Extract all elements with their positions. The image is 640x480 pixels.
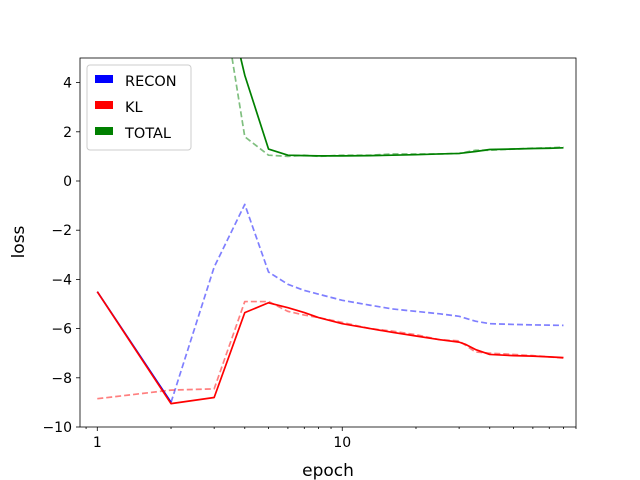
series-line-1	[170, 203, 564, 403]
legend-label-recon: RECON	[125, 74, 177, 90]
legend-swatch-kl	[95, 101, 113, 109]
series-line-4	[239, 58, 564, 157]
series-layer	[96, 58, 564, 405]
x-tick-label: 10	[333, 435, 351, 451]
legend-swatch-total	[95, 127, 113, 135]
y-tick-label: 0	[63, 174, 72, 190]
y-axis-label: loss	[9, 225, 29, 258]
y-tick-label: −4	[51, 272, 72, 288]
plot-frame	[79, 57, 577, 428]
y-tick-label: −8	[51, 371, 72, 387]
x-tick-label: 1	[93, 435, 102, 451]
x-axis-label: epoch	[302, 461, 354, 480]
legend-swatch-recon	[95, 75, 113, 83]
y-tick-label: −6	[51, 322, 72, 338]
y-tick-label: −2	[51, 223, 72, 239]
legend-label-total: TOTAL	[124, 126, 171, 142]
series-line-5	[231, 58, 564, 158]
legend: RECON KL TOTAL	[86, 64, 192, 151]
y-tick-label: −10	[42, 420, 72, 436]
y-tick-label: 2	[63, 125, 72, 141]
y-axis-ticks: −10 −8 −6 −4 −2 0 2 4	[42, 76, 80, 436]
legend-label-kl: KL	[125, 100, 143, 116]
series-line-2	[96, 291, 564, 405]
y-tick-label: 4	[63, 76, 72, 92]
